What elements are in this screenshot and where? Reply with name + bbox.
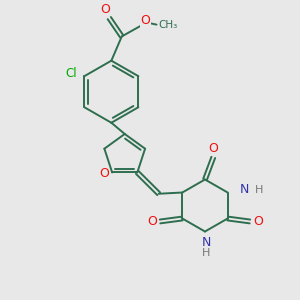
Text: CH₃: CH₃ (158, 20, 178, 30)
Text: N: N (240, 183, 250, 196)
Text: H: H (254, 184, 263, 194)
Text: O: O (141, 14, 151, 27)
Text: H: H (202, 248, 211, 258)
Text: O: O (208, 142, 218, 155)
Text: O: O (147, 215, 157, 228)
Text: O: O (253, 215, 263, 228)
Text: N: N (202, 236, 211, 249)
Text: O: O (99, 167, 109, 181)
Text: O: O (100, 3, 110, 16)
Text: Cl: Cl (65, 67, 77, 80)
